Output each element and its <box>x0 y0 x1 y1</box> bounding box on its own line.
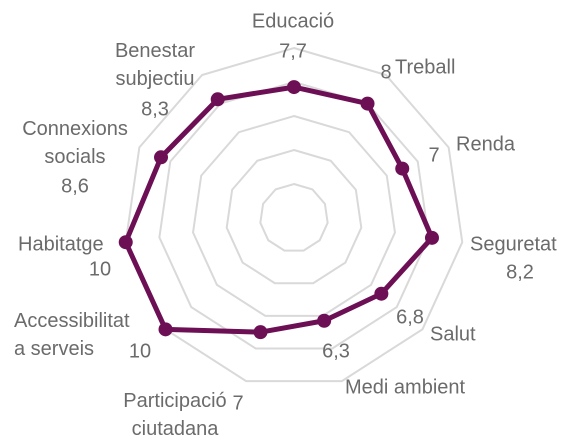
category-label: Accessibilitat a serveis <box>14 310 130 360</box>
grid-ring <box>124 46 464 383</box>
value-label: 7,7 <box>279 40 307 62</box>
category-label: Seguretat <box>470 233 557 255</box>
value-label: 10 <box>129 340 151 362</box>
category-label: Renda <box>456 133 516 155</box>
grid-ring <box>225 148 363 285</box>
value-label: 7 <box>232 392 243 414</box>
grid-ring <box>158 80 430 350</box>
data-point <box>395 161 410 176</box>
value-label: 8,6 <box>61 175 89 197</box>
data-point <box>253 325 268 340</box>
value-label: 6,3 <box>322 340 350 362</box>
data-point <box>287 80 301 95</box>
category-label: Benestar subjectiu <box>115 40 195 90</box>
value-label: 8,2 <box>506 261 534 283</box>
grid-ring <box>259 182 329 252</box>
category-label: Treball <box>395 56 455 78</box>
data-point <box>158 322 173 337</box>
data-point <box>360 96 375 111</box>
value-label: 7 <box>428 144 439 166</box>
category-label: Connexions socials <box>22 118 128 168</box>
value-label: 8 <box>380 61 391 83</box>
series-line <box>123 84 435 335</box>
value-label: 8,3 <box>141 98 169 120</box>
category-label: Participació ciutadana <box>123 390 226 436</box>
category-label: Educació <box>252 10 334 32</box>
data-point <box>317 313 332 328</box>
category-label: Medi ambient <box>345 376 466 398</box>
category-label: Habitatge <box>18 233 104 255</box>
category-label: Salut <box>430 323 476 345</box>
value-label: 6,8 <box>396 306 424 328</box>
grid-ring <box>192 114 396 317</box>
data-point <box>154 150 169 165</box>
data-point <box>424 230 439 245</box>
data-point <box>210 92 225 107</box>
data-point <box>118 235 133 250</box>
value-label: 10 <box>89 258 111 280</box>
data-point <box>374 286 389 301</box>
